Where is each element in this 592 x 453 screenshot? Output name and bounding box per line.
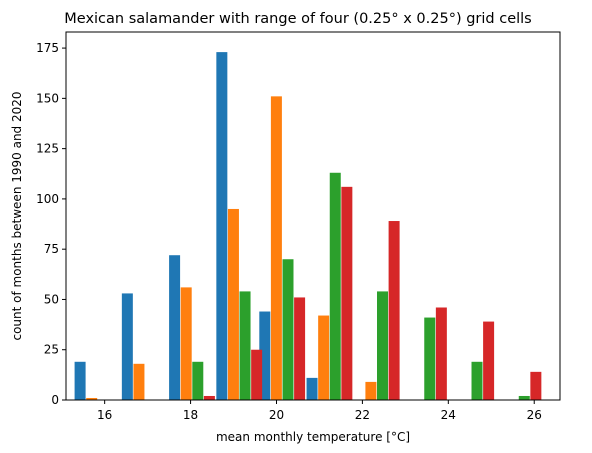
y-axis-label: count of months between 1990 and 2020 — [10, 91, 24, 340]
bar-series2-bin4 — [227, 208, 239, 400]
y-tick-label: 175 — [36, 41, 59, 55]
bar-series4-bin10 — [530, 371, 542, 400]
bar-series3-bin3 — [192, 361, 204, 400]
bar-series1-bin2 — [121, 293, 133, 400]
bar-series3-bin10 — [518, 395, 530, 400]
bar-series1-bin5 — [259, 311, 271, 400]
x-tick-label: 26 — [527, 408, 542, 422]
bar-series4-bin9 — [483, 321, 495, 400]
bars-group — [74, 52, 542, 401]
bar-series2-bin2 — [133, 363, 145, 400]
chart-title: Mexican salamander with range of four (0… — [64, 11, 531, 27]
x-axis-ticks: 16 18 20 22 24 26 — [97, 400, 542, 422]
y-tick-label: 100 — [36, 192, 59, 206]
bar-series4-bin4 — [251, 349, 263, 400]
x-tick-label: 18 — [183, 408, 198, 422]
bar-series3-bin6 — [329, 172, 341, 400]
y-tick-label: 25 — [44, 343, 59, 357]
bar-series2-bin6 — [318, 315, 330, 400]
y-tick-label: 50 — [44, 292, 59, 306]
x-tick-label: 24 — [441, 408, 456, 422]
bar-series2-bin1 — [86, 397, 98, 400]
y-tick-label: 0 — [51, 393, 59, 407]
bar-series1-bin3 — [169, 255, 181, 400]
bar-series1-bin1 — [74, 361, 86, 400]
y-axis-ticks: 0 25 50 75 100 125 150 175 — [36, 41, 66, 407]
y-tick-label: 125 — [36, 142, 59, 156]
bar-series1-bin6 — [306, 377, 318, 400]
y-tick-label: 150 — [36, 91, 59, 105]
bar-series3-bin8 — [424, 317, 436, 400]
bar-series4-bin5 — [294, 297, 306, 400]
bar-series2-bin7 — [365, 381, 377, 400]
plot-frame — [65, 31, 561, 401]
x-axis-label: mean monthly temperature [°C] — [216, 430, 410, 444]
bar-series3-bin4 — [239, 291, 251, 400]
bar-series3-bin9 — [471, 361, 483, 400]
x-tick-label: 16 — [97, 408, 112, 422]
bar-series4-bin6 — [341, 186, 353, 400]
bar-series2-bin3 — [180, 287, 192, 400]
bar-series4-bin7 — [388, 221, 400, 400]
bar-series4-bin8 — [435, 307, 447, 400]
y-tick-label: 75 — [44, 242, 59, 256]
bar-series3-bin7 — [377, 291, 389, 400]
bar-series1-bin4 — [216, 52, 228, 401]
bar-series3-bin5 — [282, 259, 294, 400]
bar-series2-bin5 — [270, 96, 282, 400]
x-tick-label: 20 — [269, 408, 284, 422]
bar-series4-bin3 — [203, 395, 215, 400]
x-tick-label: 22 — [355, 408, 370, 422]
